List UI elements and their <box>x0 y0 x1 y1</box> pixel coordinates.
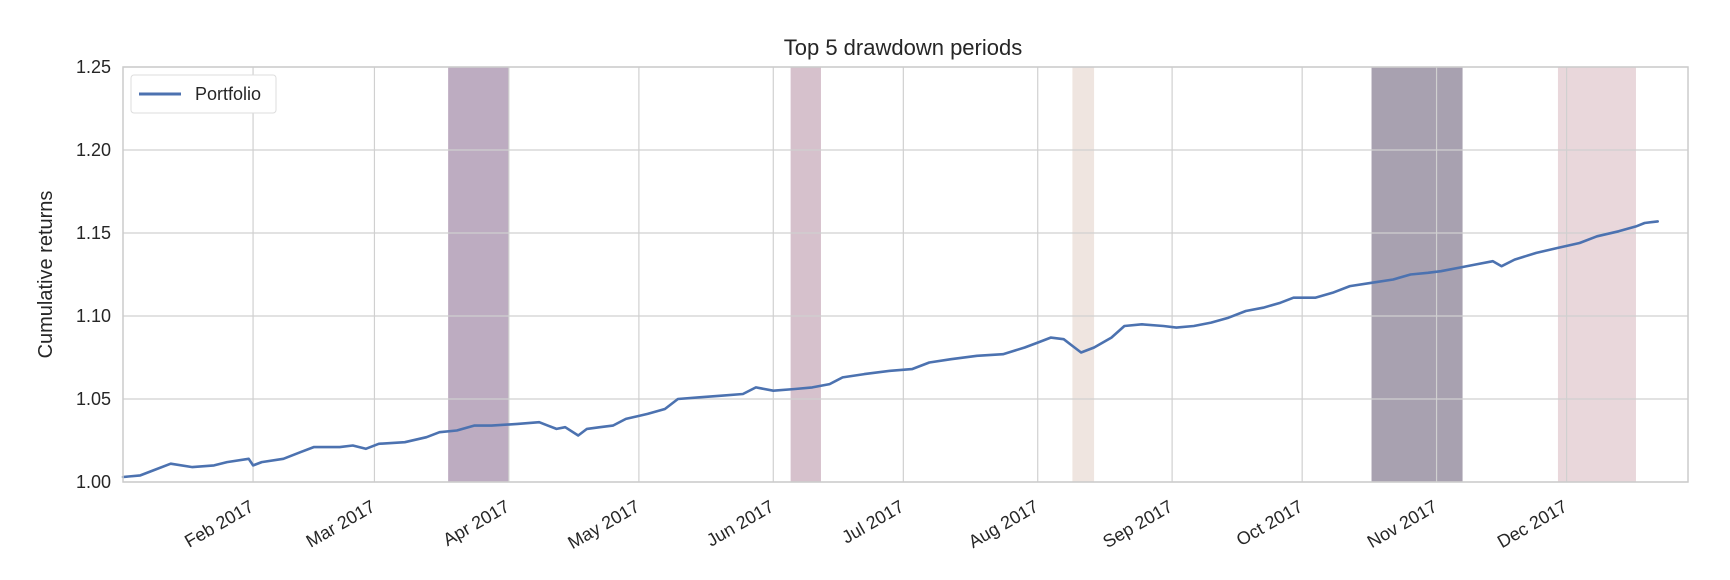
y-tick-label: 1.20 <box>76 140 111 160</box>
x-tick-label: Mar 2017 <box>303 496 379 551</box>
y-tick-label: 1.10 <box>76 306 111 326</box>
series-line-portfolio <box>121 220 1659 479</box>
drawdown-band-3 <box>1072 67 1095 482</box>
drawdown-band-1 <box>448 67 509 482</box>
x-tick-label: Sep 2017 <box>1099 496 1176 552</box>
y-tick-label: 1.00 <box>76 472 111 492</box>
drawdown-shading-layer <box>448 67 1636 482</box>
x-tick-label: Jul 2017 <box>838 496 907 547</box>
tick-labels: 1.00 1.05 1.10 1.15 1.20 1.25 Feb 2017 Mar 2017… <box>76 57 1571 553</box>
chart-title: Top 5 drawdown periods <box>784 35 1022 60</box>
legend-box <box>130 74 277 114</box>
y-tick-label: 1.15 <box>76 223 111 243</box>
drawdown-band-5 <box>1557 67 1636 482</box>
y-tick-label: 1.05 <box>76 389 111 409</box>
x-tick-label: Dec 2017 <box>1494 496 1571 552</box>
x-tick-label: Aug 2017 <box>965 496 1042 552</box>
y-tick-label: 1.25 <box>76 57 111 77</box>
x-tick-label: Nov 2017 <box>1364 496 1441 552</box>
x-tick-label: Oct 2017 <box>1233 496 1306 550</box>
y-axis-label: Cumulative returns <box>35 191 57 359</box>
plot-frame <box>122 66 1689 483</box>
drawdown-band-2 <box>790 67 821 482</box>
x-tick-label: May 2017 <box>564 496 642 553</box>
series-layer <box>121 220 1659 479</box>
legend-label: Portfolio <box>195 84 261 104</box>
x-tick-label: Jun 2017 <box>703 496 777 550</box>
x-tick-label: Feb 2017 <box>181 496 257 551</box>
legend: Portfolio <box>130 74 277 114</box>
x-tick-label: Apr 2017 <box>440 496 513 550</box>
